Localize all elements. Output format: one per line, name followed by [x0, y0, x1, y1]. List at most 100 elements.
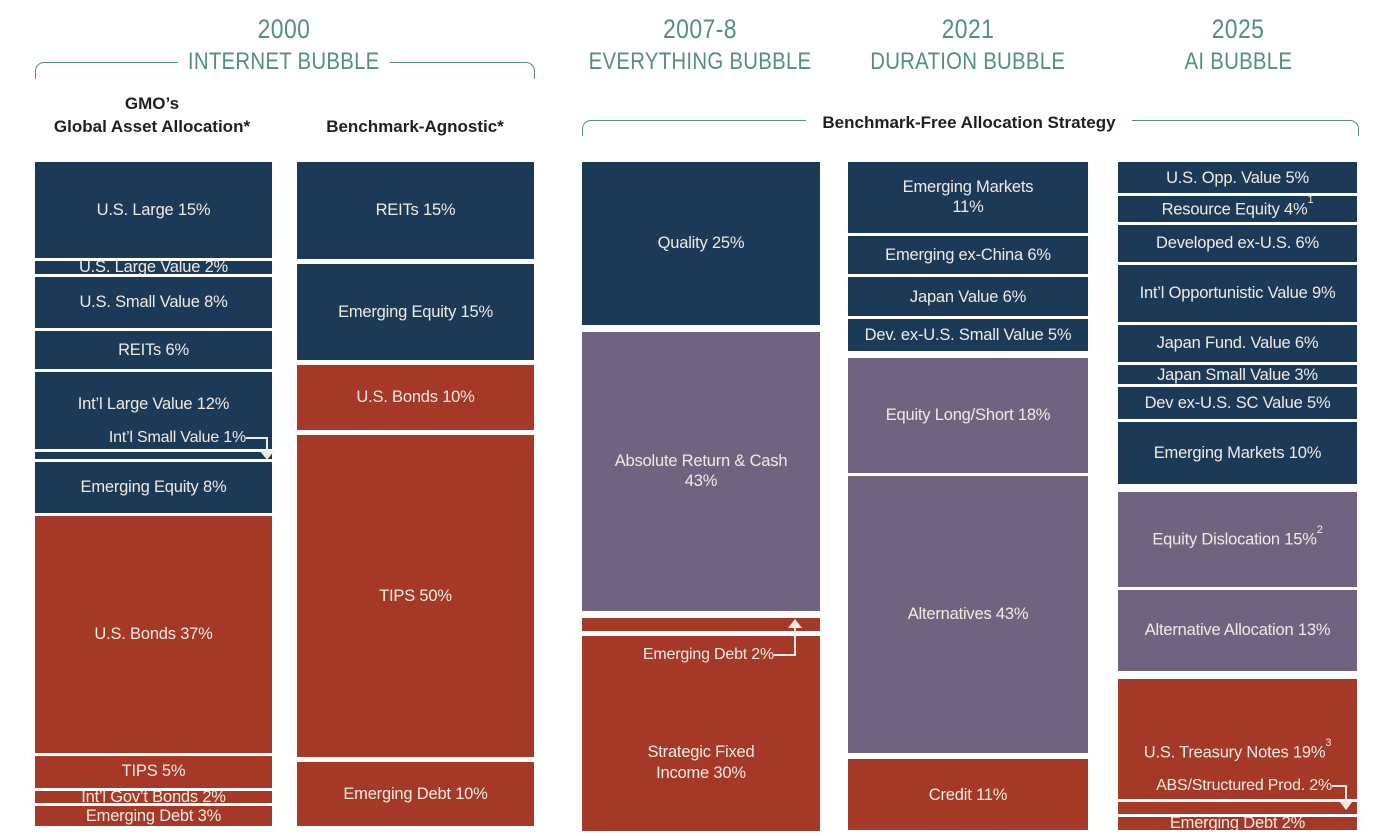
era-bubble-text: AI BUBBLE [1173, 48, 1303, 76]
segment-label: Alternative Allocation 13% [1144, 621, 1331, 640]
segment-gaa-2000-int-l-small-value [35, 452, 272, 459]
segment-benchmark-free-2007-8-strategic-fixed-income: Strategic Fixed Income 30% Emerging Debt … [582, 619, 820, 831]
segment-label: TIPS 50% [379, 586, 452, 605]
segment-label: U.S. Small Value 8% [79, 293, 228, 312]
segment-benchmark-free-2025-u-s-opp-value: U.S. Opp. Value 5% [1118, 162, 1357, 194]
segment-label: Absolute Return & Cash 43% [614, 452, 788, 491]
segment-gaa-2000-tips: TIPS 5% [35, 755, 272, 788]
segment-label: Emerging Markets 11% [902, 178, 1034, 217]
segment-benchmark-free-2021-emerging-markets: Emerging Markets 11% [848, 162, 1088, 233]
segment-gaa-2000-reits: REITs 6% [35, 330, 272, 370]
segment-label: Dev. ex-U.S. Small Value 5% [864, 325, 1072, 344]
segment-benchmark-free-2021-equity-long-short: Equity Long/Short 18% [848, 357, 1088, 474]
callout-abs-structured-prod-2: ABS/Structured Prod. 2% [1156, 771, 1353, 810]
arrow-down-icon [246, 437, 274, 461]
segment-benchmark-agnostic-2000-u-s-bonds: U.S. Bonds 10% [297, 365, 534, 430]
segment-gaa-2000-int-l-large-value: Int’l Large Value 12% Int’l Small Value 1… [35, 372, 274, 461]
segment-benchmark-free-2025-u-s-treasury-notes: U.S. Treasury Notes 19%3 ABS/Structured P… [1118, 679, 1357, 810]
column-benchmark-free-2021: Emerging Markets 11% Emerging ex-China 6%… [848, 162, 1088, 830]
era-year: 2007-8 [662, 14, 738, 44]
segment-label: Emerging Debt 10% [343, 784, 488, 803]
segment-benchmark-free-2021-japan-value: Japan Value 6% [848, 277, 1088, 316]
segment-label: Emerging Equity 15% [338, 302, 493, 321]
segment-label: U.S. Large 15% [96, 200, 211, 219]
segment-benchmark-free-2021-credit: Credit 11% [848, 759, 1088, 830]
column-gaa-2000: U.S. Large 15% U.S. Large Value 2% U.S. Sm… [35, 162, 274, 826]
segment-label: Emerging ex-China 6% [885, 245, 1051, 264]
segment-label: Quality 25% [657, 234, 745, 253]
segment-label: Int’l Gov’t Bonds 2% [81, 787, 226, 806]
strategy-title-gaa-line2: Global Asset Allocation* [53, 117, 251, 136]
era-bubble-text: EVERYTHING BUBBLE [578, 48, 822, 76]
segment-benchmark-free-2025-japan-fund-value: Japan Fund. Value 6% [1118, 324, 1357, 363]
strategy-title-benchmark-agnostic: Benchmark-Agnostic* [326, 117, 504, 136]
segment-label: U.S. Opp. Value 5% [1166, 168, 1309, 187]
segment-gaa-2000-emerging-equity: Emerging Equity 8% [35, 461, 272, 513]
era-bubble-name: DURATION BUBBLE [768, 48, 1168, 76]
column-benchmark-free-2025: U.S. Opp. Value 5% Resource Equity 4%1 Dev… [1118, 162, 1357, 832]
era-bubble-name: INTERNET BUBBLE [84, 48, 484, 76]
era-header-2000: 2000 INTERNET BUBBLE [84, 14, 484, 76]
segment-benchmark-free-2025-developed-ex-u-s: Developed ex-U.S. 6% [1118, 224, 1357, 263]
era-header-2007-8: 2007-8 EVERYTHING BUBBLE [500, 14, 900, 76]
strategy-title-gaa-line1: GMO’s [124, 94, 180, 113]
segment-label: U.S. Bonds 10% [356, 388, 475, 407]
segment-label: Int’l Large Value 12% [77, 394, 230, 413]
column-benchmark-free-2007-8: Quality 25% Absolute Return & Cash 43% Str… [582, 162, 820, 831]
callout-emerging-debt-2: Emerging Debt 2% [642, 619, 802, 682]
callout-label: Emerging Debt 2% [642, 646, 774, 663]
segment-benchmark-free-2025-dev-ex-u-s-sc-value: Dev ex-U.S. SC Value 5% [1118, 387, 1357, 419]
era-year: 2000 [257, 14, 311, 44]
segment-gaa-2000-int-l-gov-t-bonds: Int’l Gov’t Bonds 2% [35, 788, 272, 806]
segment-gaa-2000-u-s-small-value: U.S. Small Value 8% [35, 276, 272, 328]
segment-benchmark-agnostic-2000-emerging-equity: Emerging Equity 15% [297, 263, 534, 361]
segment-label: U.S. Treasury Notes 19%3 [1143, 736, 1332, 762]
arrowhead-icon [788, 619, 802, 628]
segment-benchmark-free-2025-abs-structured-prod [1118, 801, 1357, 815]
segment-label: Credit 11% [928, 785, 1008, 804]
strategy-title-gaa: GMO’s Global Asset Allocation* [27, 92, 277, 138]
segment-label: REITs 6% [118, 341, 189, 360]
segment-label: Equity Long/Short 18% [885, 406, 1051, 425]
segment-gaa-2000-emerging-debt: Emerging Debt 3% [35, 806, 272, 826]
segment-label: Emerging Debt 3% [85, 806, 222, 825]
segment-benchmark-free-2007-8-absolute-return-cash: Absolute Return & Cash 43% [582, 331, 820, 611]
era-bubble-text: INTERNET BUBBLE [177, 48, 391, 76]
segment-benchmark-free-2025-emerging-debt: Emerging Debt 2% [1118, 814, 1357, 832]
segment-label: Japan Fund. Value 6% [1156, 334, 1319, 353]
segment-benchmark-free-2021-dev-ex-u-s-small-value: Dev. ex-U.S. Small Value 5% [848, 318, 1088, 352]
segment-benchmark-free-2025-int-l-opportunistic-value: Int’l Opportunistic Value 9% [1118, 265, 1357, 322]
segment-benchmark-free-2025-emerging-markets: Emerging Markets 10% [1118, 421, 1357, 485]
segment-label: REITs 15% [375, 201, 456, 220]
segment-benchmark-free-2007-8-emerging-debt [582, 618, 820, 631]
era-header-2021: 2021 DURATION BUBBLE [768, 14, 1168, 76]
segment-benchmark-free-2007-8-quality: Quality 25% [582, 162, 820, 325]
segment-label: Emerging Debt 2% [1169, 814, 1306, 833]
column-benchmark-agnostic-2000: REITs 15% Emerging Equity 15% U.S. Bonds 1… [297, 162, 534, 826]
segment-label: Strategic Fixed Income 30% [647, 743, 755, 782]
segment-label: TIPS 5% [121, 762, 186, 781]
arrowhead-icon [260, 451, 274, 461]
callout-int-l-small-value-1: Int’l Small Value 1% [108, 425, 274, 461]
segment-benchmark-agnostic-2000-reits: REITs 15% [297, 162, 534, 259]
segment-label: Emerging Markets 10% [1153, 443, 1322, 462]
segment-benchmark-agnostic-2000-tips: TIPS 50% [297, 434, 534, 757]
segment-label: U.S. Bonds 37% [94, 625, 213, 644]
arrow-up-icon [774, 619, 802, 656]
segment-benchmark-free-2025-resource-equity: Resource Equity 4%1 [1118, 194, 1357, 222]
segment-label: Japan Value 6% [909, 287, 1027, 306]
era-header-2025: 2025 AI BUBBLE [1038, 14, 1380, 76]
segment-benchmark-free-2025-equity-dislocation: Equity Dislocation 15%2 [1118, 492, 1357, 587]
era-bubble-name: EVERYTHING BUBBLE [500, 48, 900, 76]
segment-label: Dev ex-U.S. SC Value 5% [1144, 393, 1331, 412]
strategy-title-benchmark-free-text: Benchmark-Free Allocation Strategy [806, 111, 1132, 134]
strategy-title-benchmark-free: Benchmark-Free Allocation Strategy [719, 111, 1219, 134]
segment-label: Int’l Opportunistic Value 9% [1139, 284, 1336, 303]
segment-benchmark-agnostic-2000-emerging-debt: Emerging Debt 10% [297, 761, 534, 826]
segment-gaa-2000-u-s-bonds: U.S. Bonds 37% [35, 515, 272, 753]
era-bubble-name: AI BUBBLE [1038, 48, 1380, 76]
callout-label: Int’l Small Value 1% [108, 429, 246, 447]
segment-label: Developed ex-U.S. 6% [1156, 234, 1319, 253]
arrow-down-icon [1332, 784, 1353, 810]
